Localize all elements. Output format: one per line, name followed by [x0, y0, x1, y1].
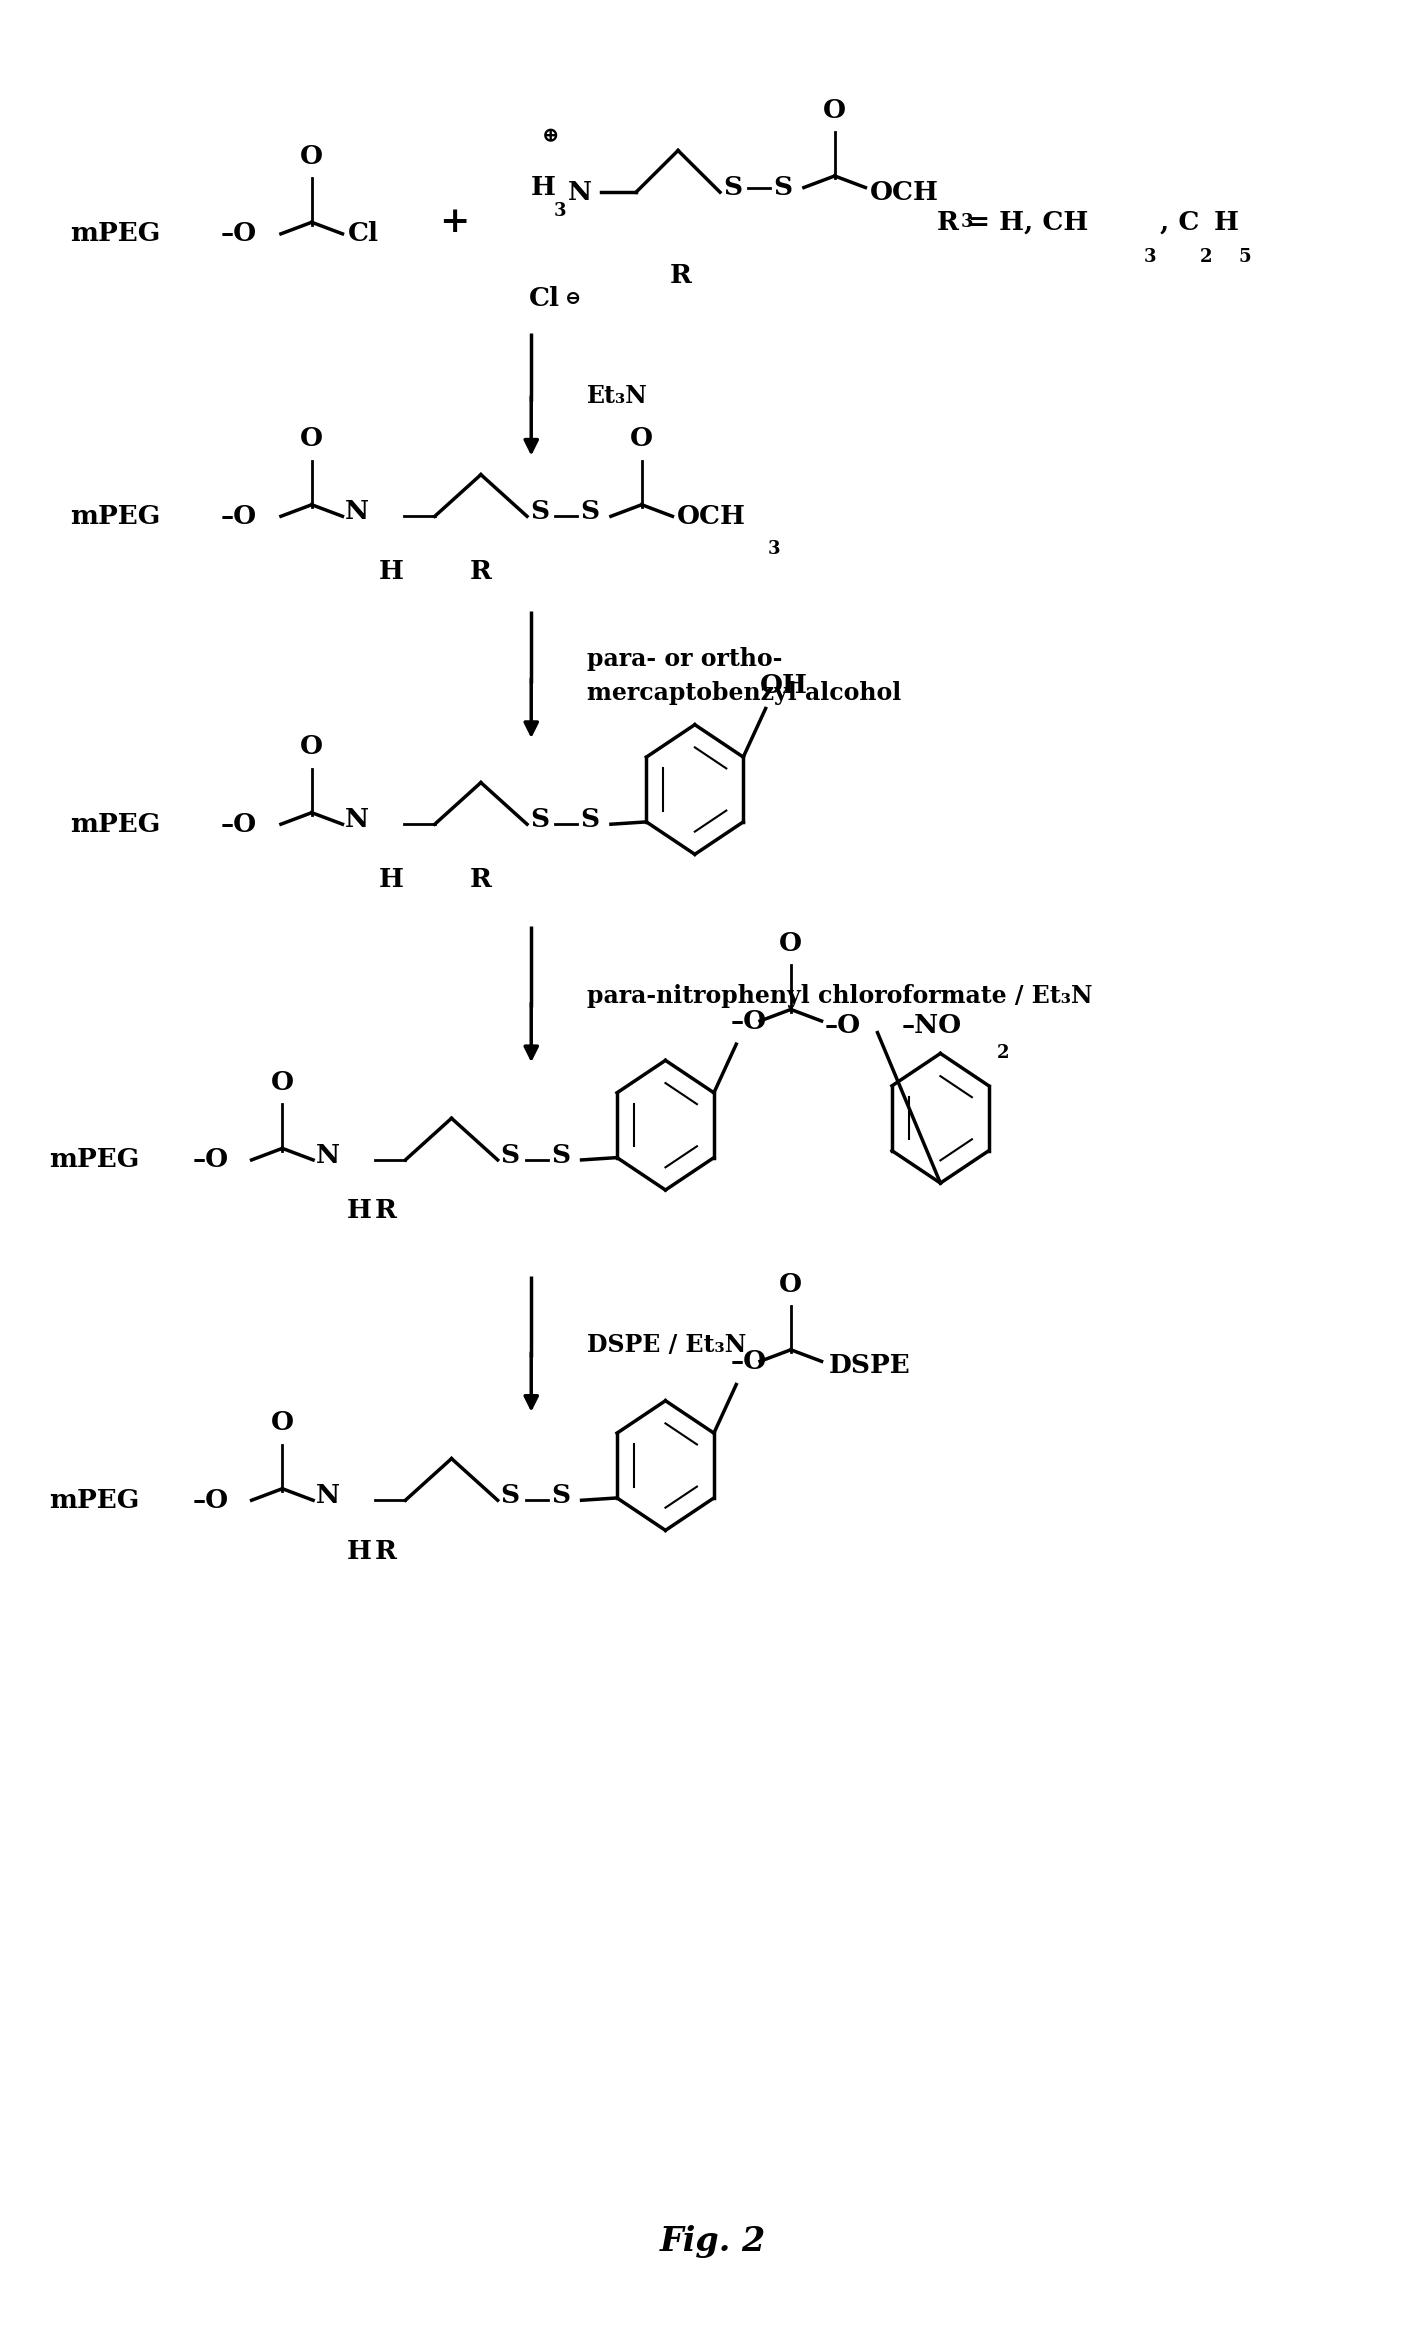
- Text: OH: OH: [760, 672, 809, 698]
- Text: ⊕: ⊕: [542, 127, 559, 148]
- Text: 5: 5: [1239, 248, 1252, 267]
- Text: O: O: [271, 1071, 294, 1094]
- Text: DSPE / Et₃N: DSPE / Et₃N: [588, 1333, 747, 1357]
- Text: S: S: [773, 176, 793, 199]
- Text: mPEG: mPEG: [48, 1488, 140, 1514]
- Text: –O: –O: [193, 1488, 230, 1514]
- Text: H: H: [347, 1197, 372, 1223]
- Text: 3: 3: [553, 201, 566, 220]
- Text: S: S: [530, 806, 549, 832]
- Text: –O: –O: [730, 1350, 767, 1373]
- Text: +: +: [439, 206, 469, 239]
- Text: –O: –O: [221, 220, 257, 246]
- Text: O: O: [271, 1410, 294, 1436]
- Text: Cl: Cl: [529, 286, 559, 312]
- Text: Fig. 2: Fig. 2: [660, 2224, 766, 2259]
- Text: O: O: [779, 1272, 803, 1296]
- Text: O: O: [301, 143, 324, 169]
- Text: N: N: [345, 499, 369, 525]
- Text: ⊖: ⊖: [565, 291, 582, 307]
- Text: para-nitrophenyl chloroformate / Et₃N: para-nitrophenyl chloroformate / Et₃N: [588, 984, 1092, 1007]
- Text: S: S: [580, 499, 599, 525]
- Text: H: H: [347, 1539, 372, 1563]
- Text: N: N: [345, 806, 369, 832]
- Text: mPEG: mPEG: [70, 811, 160, 836]
- Text: R: R: [375, 1539, 396, 1563]
- Text: R: R: [670, 262, 692, 288]
- Text: DSPE: DSPE: [829, 1354, 910, 1378]
- Text: , C: , C: [1161, 211, 1199, 234]
- Text: O: O: [301, 426, 324, 452]
- Text: O: O: [301, 733, 324, 759]
- Text: N: N: [317, 1143, 339, 1167]
- Text: OCH: OCH: [870, 180, 938, 204]
- Text: 2: 2: [997, 1045, 1008, 1061]
- Text: para- or ortho-
mercaptobenzyl alcohol: para- or ortho- mercaptobenzyl alcohol: [588, 647, 901, 705]
- Text: 3: 3: [961, 213, 973, 232]
- Text: S: S: [530, 499, 549, 525]
- Text: mPEG: mPEG: [70, 504, 160, 530]
- Text: R: R: [375, 1197, 396, 1223]
- Text: 3: 3: [767, 539, 780, 558]
- Text: Et₃N: Et₃N: [588, 384, 647, 408]
- Text: H: H: [532, 176, 556, 199]
- Text: Cl: Cl: [348, 220, 379, 246]
- Text: S: S: [501, 1483, 519, 1509]
- Text: O: O: [630, 426, 653, 452]
- Text: OCH: OCH: [677, 504, 746, 530]
- Text: R: R: [471, 867, 492, 893]
- Text: H: H: [379, 560, 404, 583]
- Text: N: N: [317, 1483, 339, 1509]
- Text: –O: –O: [221, 504, 257, 530]
- Text: mPEG: mPEG: [70, 220, 160, 246]
- Text: –O: –O: [730, 1007, 767, 1033]
- Text: O: O: [823, 98, 846, 122]
- Text: S: S: [501, 1143, 519, 1167]
- Text: mPEG: mPEG: [48, 1148, 140, 1172]
- Text: R = H, CH: R = H, CH: [937, 211, 1088, 234]
- Text: 2: 2: [1199, 248, 1212, 267]
- Text: –NO: –NO: [901, 1012, 961, 1038]
- Text: –O: –O: [221, 811, 257, 836]
- Text: –O: –O: [824, 1012, 860, 1038]
- Text: R: R: [471, 560, 492, 583]
- Text: O: O: [779, 930, 803, 956]
- Text: 3: 3: [1144, 248, 1156, 267]
- Text: –O: –O: [193, 1148, 230, 1172]
- Text: N: N: [568, 180, 592, 204]
- Text: H: H: [1214, 211, 1238, 234]
- Text: H: H: [379, 867, 404, 893]
- Text: S: S: [550, 1143, 570, 1167]
- Text: S: S: [580, 806, 599, 832]
- Text: S: S: [550, 1483, 570, 1509]
- Text: S: S: [723, 176, 742, 199]
